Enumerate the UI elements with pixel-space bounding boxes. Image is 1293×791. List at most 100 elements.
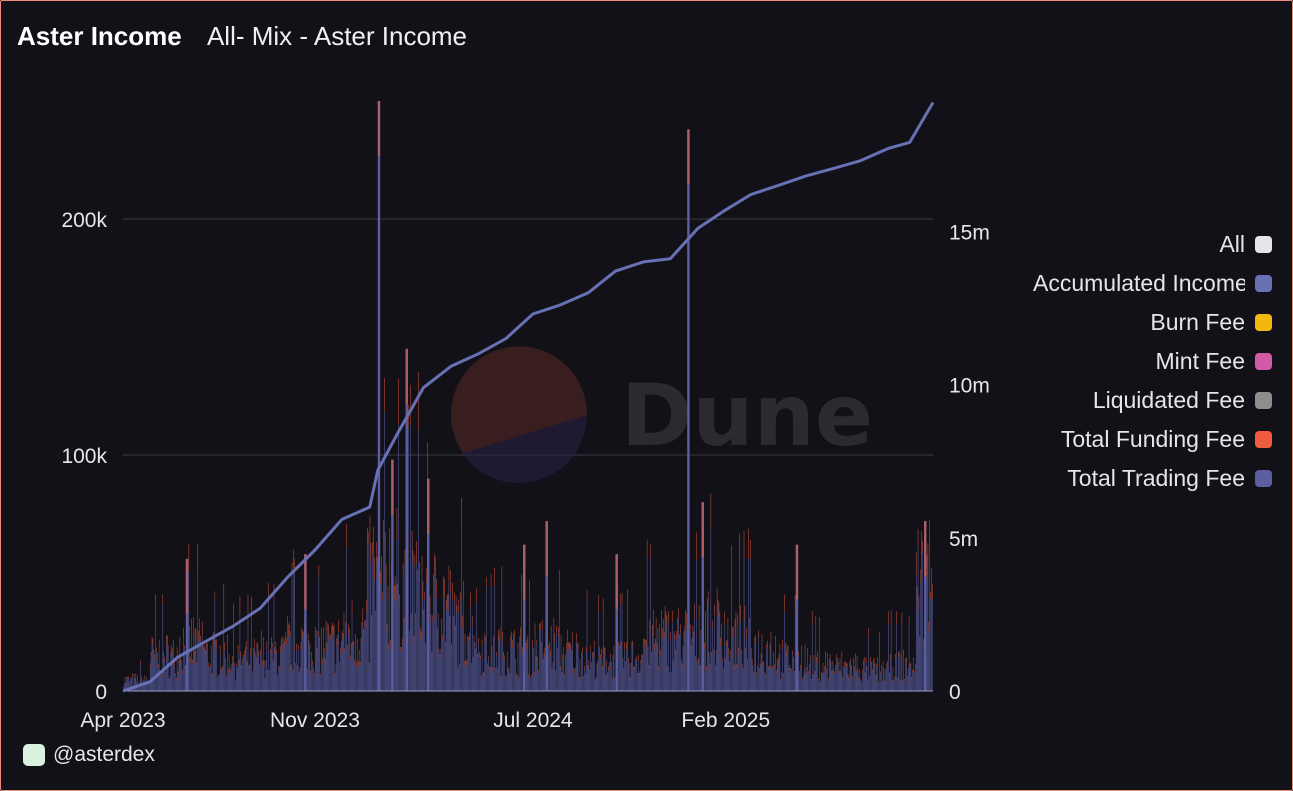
trading-fee-bar xyxy=(657,639,659,691)
funding-fee-bar xyxy=(343,612,345,626)
trading-fee-bar xyxy=(420,638,422,691)
trading-fee-bar xyxy=(646,558,648,691)
funding-fee-bar xyxy=(528,674,530,677)
funding-fee-bar xyxy=(663,631,665,639)
trading-fee-bar xyxy=(880,669,882,691)
funding-fee-bar xyxy=(653,609,654,624)
trading-fee-bar xyxy=(749,624,750,691)
trading-fee-bar xyxy=(578,679,580,691)
trading-fee-bar xyxy=(593,648,595,691)
funding-fee-bar xyxy=(232,656,234,661)
funding-fee-bar xyxy=(147,680,148,682)
funding-fee-bar xyxy=(860,679,861,681)
trading-fee-bar xyxy=(641,658,643,691)
funding-fee-bar xyxy=(793,671,795,674)
author-footer[interactable]: @asterdex xyxy=(23,743,155,767)
trading-fee-bar xyxy=(235,680,236,691)
funding-fee-bar xyxy=(758,630,759,638)
trading-fee-bar xyxy=(435,577,436,691)
funding-fee-bar xyxy=(493,636,495,645)
funding-fee-bar xyxy=(195,628,197,637)
funding-fee-bar xyxy=(143,681,145,683)
funding-fee-bar xyxy=(430,614,432,622)
funding-fee-bar xyxy=(320,673,321,676)
trading-fee-bar xyxy=(227,644,228,691)
funding-fee-bar xyxy=(233,603,234,611)
legend-item[interactable]: Burn Fee xyxy=(972,303,1272,342)
trading-fee-bar xyxy=(240,656,242,691)
funding-fee-bar xyxy=(815,616,817,625)
trading-fee-bar xyxy=(855,672,857,691)
funding-fee-bar xyxy=(484,633,486,643)
trading-fee-bar xyxy=(551,671,553,691)
trading-fee-bar xyxy=(720,646,722,691)
legend-item[interactable]: Accumulated Income xyxy=(972,264,1272,303)
funding-fee-bar xyxy=(696,532,697,560)
trading-fee-bar xyxy=(358,654,360,691)
trading-fee-bar xyxy=(506,678,507,691)
funding-fee-bar xyxy=(203,647,205,652)
trading-fee-bar xyxy=(648,668,650,691)
funding-fee-bar xyxy=(560,635,562,644)
trading-fee-bar xyxy=(448,580,450,691)
legend-item[interactable]: Total Trading Fee xyxy=(972,459,1272,498)
trading-fee-bar xyxy=(495,670,496,691)
funding-fee-bar xyxy=(845,661,846,666)
legend-item[interactable]: Liquidated Fee xyxy=(972,381,1272,420)
funding-fee-bar xyxy=(566,643,567,651)
trading-fee-bar xyxy=(692,634,694,691)
trading-fee-bar xyxy=(128,677,129,691)
funding-fee-bar xyxy=(227,634,228,645)
trading-fee-bar xyxy=(464,642,466,691)
trading-fee-bar xyxy=(488,667,490,691)
funding-fee-bar xyxy=(201,621,203,634)
funding-fee-bar xyxy=(609,662,610,665)
funding-fee-bar xyxy=(461,497,462,527)
trading-fee-bar xyxy=(386,630,388,691)
trading-fee-bar xyxy=(914,672,915,691)
trading-fee-bar xyxy=(908,624,910,691)
legend-item[interactable]: Total Funding Fee xyxy=(972,420,1272,459)
trading-fee-bar xyxy=(439,658,441,691)
funding-fee-bar xyxy=(265,660,267,663)
funding-fee-bar xyxy=(591,662,592,668)
funding-fee-bar xyxy=(802,678,803,681)
funding-fee-bar xyxy=(636,673,638,676)
trading-fee-bar xyxy=(183,648,185,691)
trading-fee-bar xyxy=(772,667,774,691)
trading-fee-bar xyxy=(163,655,164,691)
legend-item[interactable]: Mint Fee xyxy=(972,342,1272,381)
trading-fee-bar xyxy=(365,630,366,691)
trading-fee-bar xyxy=(541,645,542,691)
legend-item[interactable]: All xyxy=(972,225,1272,264)
trading-fee-bar xyxy=(156,652,157,691)
funding-fee-bar xyxy=(202,645,204,650)
funding-fee-bar xyxy=(705,611,706,620)
funding-fee-bar xyxy=(757,665,758,669)
trading-fee-bar xyxy=(876,667,878,691)
trading-fee-bar xyxy=(583,677,584,691)
funding-fee-bar xyxy=(816,656,817,664)
funding-fee-bar xyxy=(249,663,251,669)
funding-fee-bar xyxy=(594,679,596,682)
trading-fee-bar xyxy=(278,669,279,691)
trading-fee-bar xyxy=(907,670,909,691)
funding-fee-bar xyxy=(292,669,294,672)
funding-fee-bar xyxy=(535,655,537,660)
funding-fee-bar xyxy=(443,576,444,595)
trading-fee-bar xyxy=(279,652,281,691)
funding-fee-bar xyxy=(374,557,375,582)
trading-fee-bar xyxy=(900,659,902,691)
funding-fee-bar xyxy=(335,664,337,667)
funding-fee-bar xyxy=(898,652,899,657)
funding-fee-bar xyxy=(833,668,835,673)
funding-fee-bar xyxy=(854,666,855,670)
funding-fee-bar xyxy=(319,636,321,644)
funding-fee-bar xyxy=(677,617,678,625)
funding-fee-bar xyxy=(595,677,597,680)
trading-fee-bar xyxy=(223,597,225,691)
trading-fee-bar xyxy=(459,667,460,691)
trading-fee-bar xyxy=(744,621,746,691)
trading-fee-bar xyxy=(621,604,623,691)
funding-fee-bar xyxy=(626,641,627,649)
